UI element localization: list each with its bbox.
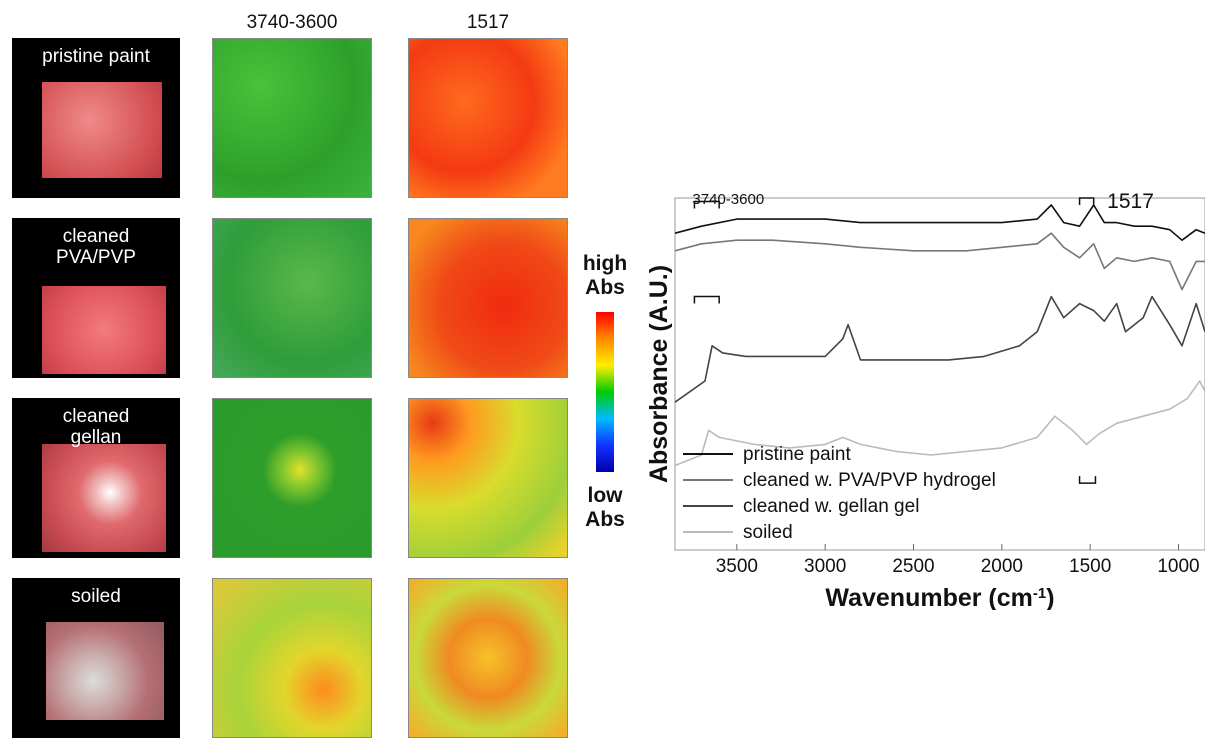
x-tick-label: 1000	[1157, 556, 1199, 577]
column-header-1517: 1517	[466, 12, 510, 33]
x-tick-label: 2500	[892, 556, 934, 577]
colorbar	[596, 312, 614, 472]
legend-label: cleaned w. gellan gel	[743, 496, 919, 517]
map-1517	[408, 578, 568, 738]
sample-photo: soiled	[12, 578, 180, 738]
plot-frame	[674, 197, 1205, 551]
band-label-1517: 1517	[1107, 190, 1154, 213]
column-header-3740-3600: 3740-3600	[246, 12, 338, 33]
band-bracket	[693, 200, 720, 209]
band-bracket	[1078, 197, 1095, 205]
sample-micrograph	[46, 622, 164, 720]
series-line	[674, 295, 1205, 403]
sample-label: cleaned gellan	[62, 406, 130, 448]
x-tick-label: 3000	[804, 556, 846, 577]
legend-label: pristine paint	[743, 444, 851, 465]
sample-label: cleaned PVA/PVP	[56, 226, 136, 268]
series-line	[674, 204, 1205, 241]
sample-micrograph	[42, 286, 166, 374]
x-tick-label: 3500	[716, 556, 758, 577]
y-axis-label: Absorbance (A.U.)	[645, 265, 673, 483]
sample-micrograph	[42, 444, 166, 552]
band-bracket	[693, 295, 720, 304]
sample-photo: cleaned gellan	[12, 398, 180, 558]
map-3740-3600	[212, 398, 372, 558]
sample-micrograph	[42, 82, 162, 178]
sample-label: soiled	[71, 586, 121, 607]
legend-label: cleaned w. PVA/PVP hydrogel	[743, 470, 996, 491]
x-axis-label: Wavenumber (cm-1)	[825, 584, 1054, 610]
band-label-3740-3600: 3740-3600	[692, 191, 764, 208]
map-3740-3600	[212, 578, 372, 738]
band-bracket	[1078, 476, 1097, 484]
spectra-chart: 3500 3000 2500 2000 1500 1000 Wavenumber (cm-1…	[645, 190, 1205, 610]
map-3740-3600	[212, 218, 372, 378]
colorbar-high-label: high Abs	[582, 252, 628, 299]
series-line	[674, 232, 1205, 291]
sample-photo: cleaned PVA/PVP	[12, 218, 180, 378]
sample-label: pristine paint	[42, 46, 150, 67]
map-1517	[408, 398, 568, 558]
legend-label: soiled	[743, 522, 793, 543]
x-tick-label: 2000	[981, 556, 1023, 577]
x-tick-label: 1500	[1069, 556, 1111, 577]
map-1517	[408, 218, 568, 378]
map-1517	[408, 38, 568, 198]
colorbar-low-label: low Abs	[585, 484, 625, 531]
map-3740-3600	[212, 38, 372, 198]
series-line	[674, 380, 1205, 467]
sample-photo: pristine paint	[12, 38, 180, 198]
